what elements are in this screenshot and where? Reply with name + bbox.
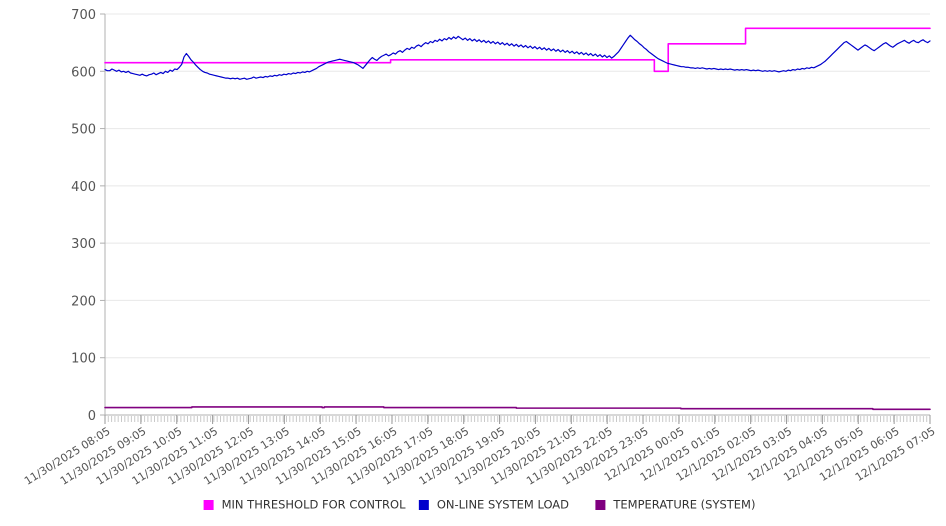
- legend-label-2[interactable]: TEMPERATURE (SYSTEM): [612, 498, 755, 512]
- series-layer: [104, 27, 931, 411]
- y-axis-tick-labels: 0 100 200 300 400 500 600 700: [71, 8, 96, 424]
- y-axis-tick-label: 400: [71, 180, 96, 195]
- y-axis-tick-label: 600: [71, 65, 96, 80]
- legend-label-0[interactable]: MIN THRESHOLD FOR CONTROL: [222, 498, 406, 512]
- y-axis-tick-label: 500: [71, 123, 96, 138]
- y-axis-tick-label: 200: [71, 294, 96, 309]
- legend-swatch-1: [418, 500, 429, 510]
- grid-layer: [105, 13, 930, 416]
- axis-layer: [100, 13, 931, 424]
- y-axis-tick-label: 0: [88, 409, 96, 424]
- y-axis-tick-label: 300: [71, 237, 96, 252]
- series-line-1: [104, 34, 931, 80]
- y-axis-tick-label: 700: [71, 8, 96, 23]
- series-line-0: [104, 27, 931, 73]
- chart-legend[interactable]: MIN THRESHOLD FOR CONTROL ON-LINE SYSTEM …: [203, 498, 756, 512]
- legend-swatch-0: [203, 500, 214, 510]
- legend-swatch-2: [595, 500, 606, 510]
- y-axis-tick-label: 100: [71, 352, 96, 367]
- legend-label-1[interactable]: ON-LINE SYSTEM LOAD: [437, 498, 569, 512]
- series-line-2: [104, 406, 931, 411]
